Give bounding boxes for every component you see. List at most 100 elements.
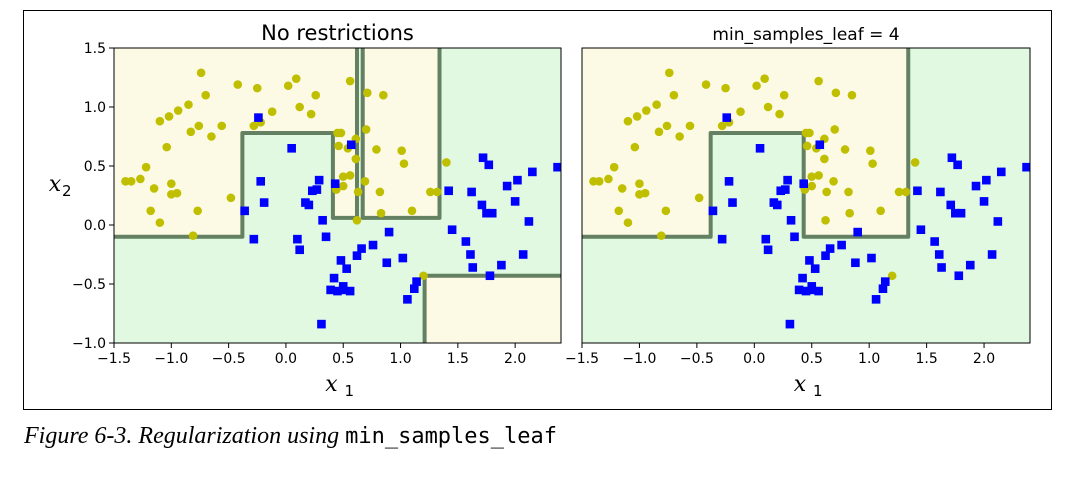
class1-point [409,284,419,294]
class0-point [661,206,671,216]
plot-area [114,48,561,343]
class1-point [256,177,266,186]
class1-point [412,277,421,286]
class1-point [987,250,997,259]
class0-point [164,112,174,121]
class0-point [141,162,151,172]
plot-panel-1: −1.5 −1.0 −0.5 0.0 0.5 1.0 1.5 2.0−1.0−0.50.00.… [49,21,562,400]
class0-point [376,208,386,218]
class1-point [444,186,453,196]
class1-point [382,258,392,268]
class1-point [993,217,1003,226]
class0-point [207,132,216,141]
class1-point [801,286,811,296]
class0-point [345,171,355,180]
class0-point [807,181,817,191]
class1-point [293,234,302,244]
x-tick-label: 0.0 [275,351,297,367]
class0-point [887,271,897,281]
class0-point [267,107,277,117]
class1-point [810,264,820,273]
x-tick-label: −1.0 [154,351,188,367]
class0-point [173,106,183,115]
class0-point [654,127,664,137]
class0-point [353,187,363,197]
class1-point [336,256,346,265]
y-tick-label: 0.0 [84,218,106,234]
class0-point [844,187,853,197]
class0-point [866,146,875,155]
class0-point [830,125,840,134]
class0-point [831,88,841,98]
class0-point [442,158,451,167]
class0-point [375,187,385,197]
class1-point [913,186,922,196]
class0-point [345,76,355,86]
class0-point [352,215,362,225]
class0-point [822,187,831,197]
class1-point [301,198,310,207]
class1-point [971,181,981,191]
class0-point [233,80,243,89]
class1-point [794,285,804,295]
class0-point [311,90,321,100]
class1-point [956,208,966,218]
class1-point [345,286,355,296]
class0-point [614,206,624,216]
class1-point [467,187,476,197]
class0-point [338,181,348,191]
class1-point [982,175,991,185]
class1-point [769,198,779,207]
class1-point [821,251,830,260]
class0-point [295,102,304,112]
class1-point [979,197,989,206]
class1-point [403,295,412,304]
class1-point [996,167,1006,177]
class0-point [685,121,695,131]
class0-point [419,271,428,281]
class0-point [146,206,155,216]
class0-point [802,141,812,151]
x-axis-label: x [325,372,338,397]
class0-point [630,142,640,152]
x-axis-label: x [794,372,807,397]
class0-point [632,112,642,121]
class1-point [798,273,807,283]
class0-point [623,218,633,227]
y-axis-label-subscript: 2 [62,182,72,200]
class1-point [466,250,475,259]
class1-point [880,277,890,286]
class0-point [642,106,651,115]
class0-point [604,174,613,184]
class1-point [934,250,944,259]
class0-point [847,90,857,100]
axes-frame [113,47,562,344]
class0-point [193,206,202,216]
class1-point [510,197,520,206]
class1-point [398,253,408,263]
class0-point [845,208,854,218]
chart-title: No restrictions [261,21,414,45]
class1-point [837,240,846,250]
class0-point [194,121,204,131]
x-tick-label: −1.5 [565,351,599,367]
class0-point [336,128,346,138]
class0-point [814,76,823,86]
class0-point [407,206,417,216]
class0-point [721,83,730,93]
class0-point [149,184,159,193]
x-axis-label-subscript: 1 [345,382,355,400]
class0-point [717,121,727,131]
y-axis-label: x [49,172,62,197]
caption-text: Figure 6-3. Regularization using [24,423,346,449]
x-tick-label: 0.5 [801,351,823,367]
x-tick-label: −0.5 [212,351,246,367]
chart-title: min_samples_leaf = 4 [712,25,899,45]
class1-point [853,227,862,237]
class1-point [946,200,956,210]
class1-point [799,179,809,188]
class1-point [461,237,471,246]
class0-point [894,187,904,197]
class1-point [755,144,765,153]
class1-point [259,198,269,207]
